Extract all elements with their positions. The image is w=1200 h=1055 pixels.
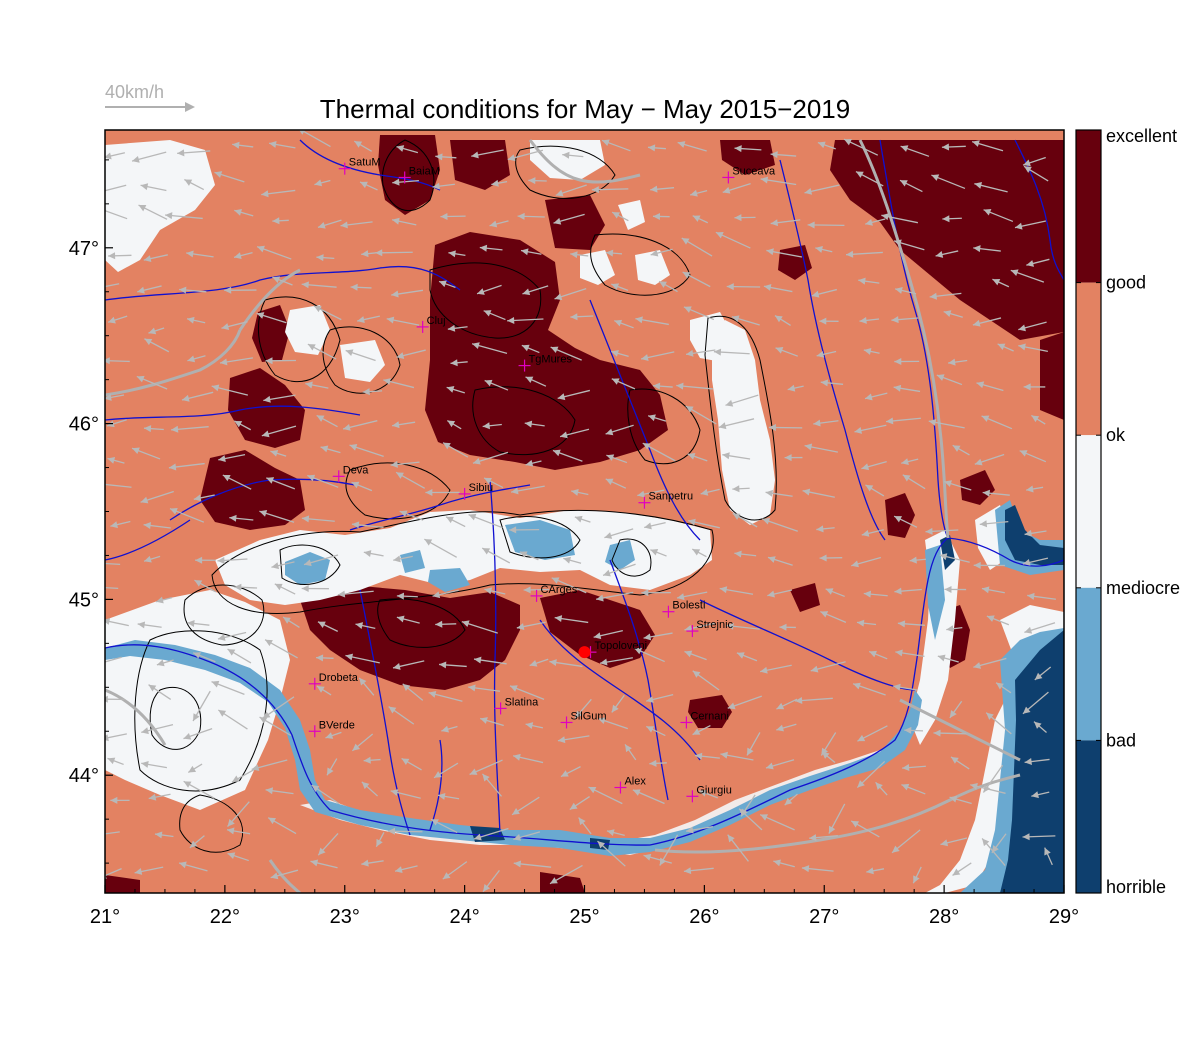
legend-label-ok: ok xyxy=(1106,425,1126,445)
y-tick-label: 46° xyxy=(69,414,99,436)
city-label: Slatina xyxy=(505,696,540,708)
x-tick-label: 23° xyxy=(330,906,360,928)
legend-band-ok xyxy=(1076,435,1101,588)
legend-band-bad xyxy=(1076,740,1101,893)
y-tick-label: 44° xyxy=(69,765,99,787)
legend-label-mediocre: mediocre xyxy=(1106,578,1180,598)
x-tick-label: 22° xyxy=(210,906,240,928)
x-tick-label: 26° xyxy=(689,906,719,928)
city-label: Cernani xyxy=(690,710,729,722)
city-label: Sanpetru xyxy=(648,491,693,503)
city-label: CArges xyxy=(541,584,578,596)
city-label: Topoloveni xyxy=(594,640,647,652)
site-marker xyxy=(579,646,591,658)
legend-band-excellent xyxy=(1076,130,1101,283)
legend-label-bad: bad xyxy=(1106,730,1136,750)
city-label: BaiaM xyxy=(409,165,440,177)
city-label: Strejnic xyxy=(696,619,733,631)
color-legend: excellent good ok mediocre bad horrible xyxy=(1076,126,1180,897)
city-label: Suceava xyxy=(732,165,776,177)
city-label: Cluj xyxy=(427,315,446,327)
city-label: SatuM xyxy=(349,157,381,169)
wind-scale: 40km/h xyxy=(105,82,195,112)
x-tick-label: 29° xyxy=(1049,906,1079,928)
city-label: TgMures xyxy=(529,354,573,366)
x-tick-label: 27° xyxy=(809,906,839,928)
map-title: Thermal conditions for May − May 2015−20… xyxy=(320,94,850,124)
city-label: Alex xyxy=(624,776,646,788)
legend-label-good: good xyxy=(1106,273,1146,293)
x-tick-label: 21° xyxy=(90,906,120,928)
wind-scale-label: 40km/h xyxy=(105,82,164,102)
x-tick-label: 25° xyxy=(569,906,599,928)
y-tick-label: 47° xyxy=(69,238,99,260)
legend-band-good xyxy=(1076,283,1101,436)
wind-scale-arrowhead xyxy=(185,102,195,112)
legend-band-mediocre xyxy=(1076,588,1101,741)
x-tick-label: 24° xyxy=(450,906,480,928)
city-label: SilGum xyxy=(571,710,607,722)
y-tick-label: 45° xyxy=(69,589,99,611)
city-label: BVerde xyxy=(319,719,355,731)
city-label: Drobeta xyxy=(319,672,359,684)
city-label: Giurgiu xyxy=(696,784,731,796)
city-label: Bolesti xyxy=(672,600,705,612)
legend-label-excellent: excellent xyxy=(1106,126,1177,146)
x-tick-label: 28° xyxy=(929,906,959,928)
city-label: Sibiu xyxy=(469,482,493,494)
map-area: SatuM BaiaM Suceava Cluj TgMures Deva Sibiu San… xyxy=(85,128,1064,893)
legend-label-horrible: horrible xyxy=(1106,877,1166,897)
city-label: Deva xyxy=(343,464,370,476)
